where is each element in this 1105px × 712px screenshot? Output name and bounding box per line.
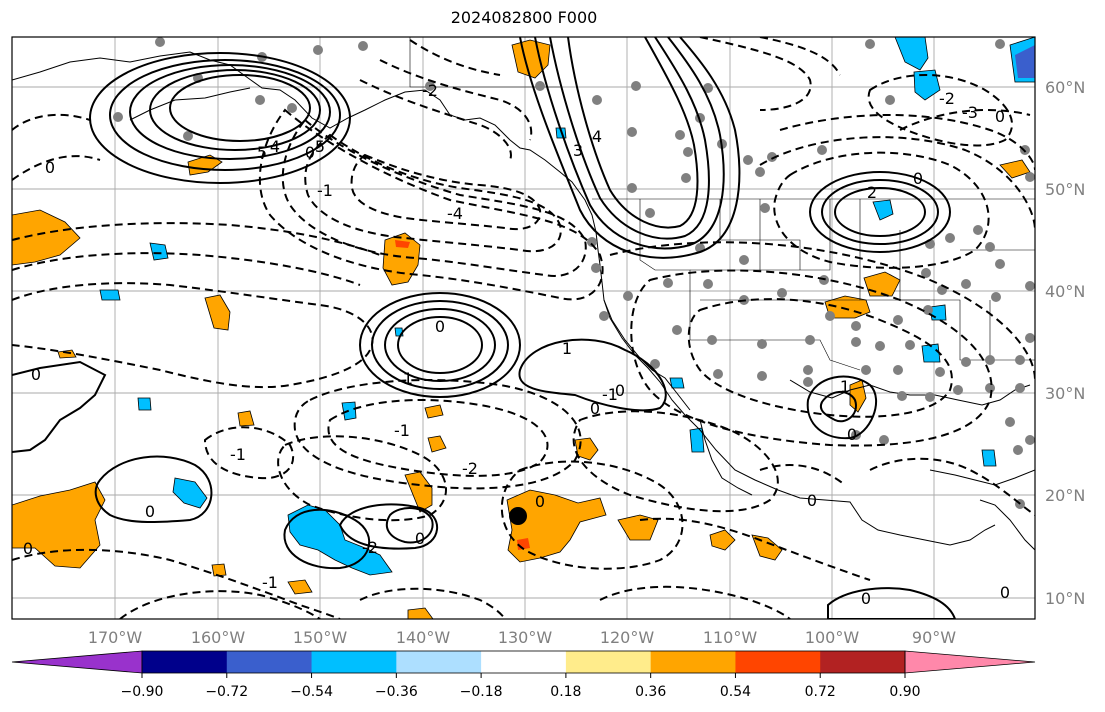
contour-label: 4 xyxy=(270,137,280,156)
lat-label: 20°N xyxy=(1045,486,1085,505)
contour-label: 0 xyxy=(45,158,55,177)
colorbar-tick-label: 0.36 xyxy=(635,684,666,700)
colorbar-tick-label: −0.90 xyxy=(121,684,164,700)
contour-label: 1 xyxy=(562,339,572,358)
contour-label: -2 xyxy=(422,81,438,100)
contour-label: 0 xyxy=(31,365,41,384)
contour-label: -1 xyxy=(602,385,618,404)
lat-label: 50°N xyxy=(1045,180,1085,199)
contour-label: 0 xyxy=(861,589,871,608)
contour-label: 0 xyxy=(305,143,315,162)
contour-label: 1 xyxy=(403,369,413,388)
colorbar-tick-label: −0.72 xyxy=(205,684,248,700)
colorbar-segment xyxy=(311,651,397,673)
longitude-labels: 170°W 160°W 150°W 140°W 130°W 120°W 110°… xyxy=(88,628,956,647)
colorbar-segment xyxy=(396,651,482,673)
contour-label: -2 xyxy=(362,538,378,557)
map-frame xyxy=(11,36,1036,620)
map-title: 2024082800 F000 xyxy=(450,8,598,27)
contour-label: 0 xyxy=(615,381,625,400)
negative-anomaly-areas xyxy=(99,37,1035,576)
contour-label: 4 xyxy=(592,127,602,146)
contour-label: -3 xyxy=(962,103,978,122)
coastlines xyxy=(12,51,1035,551)
contour-label: 0 xyxy=(535,492,545,511)
colorbar-frame xyxy=(141,650,906,674)
colorbar-segment xyxy=(565,651,652,673)
positive-contours xyxy=(12,37,957,619)
colorbar-segment xyxy=(820,651,906,673)
contour-label: 0 xyxy=(23,539,33,558)
contour-label: 0 xyxy=(847,425,857,444)
contour-label: -1 xyxy=(230,445,246,464)
colorbar-segment xyxy=(650,651,736,673)
lon-label: 160°W xyxy=(191,628,246,647)
strong-negative-areas xyxy=(1015,45,1035,78)
contour-label: 0 xyxy=(415,529,425,548)
lat-label: 30°N xyxy=(1045,384,1085,403)
contour-label: -2 xyxy=(462,459,478,478)
contour-label: -2 xyxy=(939,89,955,108)
positive-anomaly-areas xyxy=(12,39,1031,619)
station-dots xyxy=(113,37,1035,509)
colorbar: −0.90 −0.72 −0.54 −0.36 −0.18 0.18 0.36 0.54 0.7… xyxy=(11,650,1036,700)
contour-label: 0 xyxy=(807,491,817,510)
lon-label: 170°W xyxy=(88,628,143,647)
lon-label: 110°W xyxy=(703,628,758,647)
lon-label: 150°W xyxy=(293,628,348,647)
lon-label: 100°W xyxy=(805,628,860,647)
contour-label: -1 xyxy=(394,421,410,440)
contour-label: 0 xyxy=(590,399,600,418)
contour-label: -1 xyxy=(262,573,278,592)
contour-label: 0 xyxy=(913,169,923,188)
latitude-labels: 60°N 50°N 40°N 30°N 20°N 10°N xyxy=(1045,78,1085,608)
colorbar-segment xyxy=(226,651,313,673)
colorbar-tick-label: 0.72 xyxy=(805,684,836,700)
contour-label: 1 xyxy=(840,377,850,396)
negative-contours xyxy=(12,37,1035,619)
colorbar-tick-label: −0.54 xyxy=(290,684,333,700)
colorbar-tick-label: −0.18 xyxy=(460,684,503,700)
contour-label: 5 xyxy=(315,137,325,156)
lat-label: 10°N xyxy=(1045,589,1085,608)
colorbar-segment xyxy=(481,651,567,673)
lat-label: 60°N xyxy=(1045,78,1085,97)
contour-label: 5 xyxy=(257,143,267,162)
colorbar-segment xyxy=(735,651,821,673)
contour-label: 3 xyxy=(573,141,583,160)
contour-label: 0 xyxy=(995,107,1005,126)
contour-label: 0 xyxy=(1000,583,1010,602)
colorbar-tick-label: 0.90 xyxy=(889,684,920,700)
lon-label: 90°W xyxy=(912,628,956,647)
contour-label: -1 xyxy=(317,181,333,200)
lon-label: 120°W xyxy=(600,628,655,647)
colorbar-tick-label: 0.54 xyxy=(720,684,751,700)
lon-label: 130°W xyxy=(498,628,553,647)
contour-label: 0 xyxy=(145,502,155,521)
contour-label: -4 xyxy=(447,204,463,223)
colorbar-segment xyxy=(142,651,228,673)
storm-center-marker xyxy=(509,507,527,525)
lon-label: 140°W xyxy=(396,628,451,647)
colorbar-segment xyxy=(11,650,143,674)
colorbar-segment xyxy=(904,650,1036,674)
colorbar-tick-label: −0.36 xyxy=(375,684,418,700)
contour-label: 0 xyxy=(435,317,445,336)
contour-label: 2 xyxy=(867,183,877,202)
colorbar-tick-label: 0.18 xyxy=(550,684,581,700)
contour-labels: 0 5 4 0 5 -1 -4 3 4 -2 0 -3 -2 2 1 -1 0 … xyxy=(23,81,1010,608)
lat-label: 40°N xyxy=(1045,282,1085,301)
